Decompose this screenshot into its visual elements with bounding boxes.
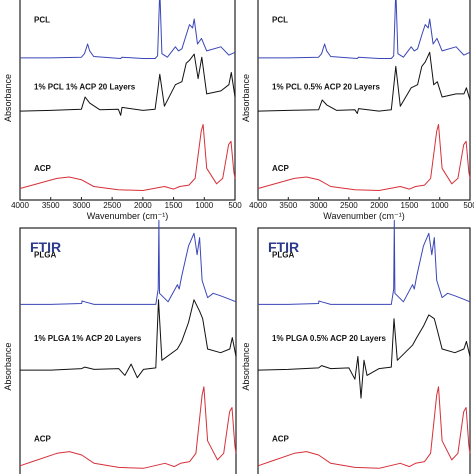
spectrum-line-1 — [258, 0, 471, 59]
series-label: PCL — [272, 15, 288, 24]
spectrum-line-3 — [19, 386, 237, 469]
series-label: ACP — [34, 435, 52, 444]
x-tick-label: 3500 — [279, 201, 297, 210]
spectrum-line-3 — [257, 386, 471, 469]
panel-title: FTIR — [30, 239, 61, 255]
y-axis-label: Absorbance — [241, 343, 251, 391]
x-tick-label: 2500 — [340, 201, 358, 210]
series-label: 1% PLGA 1% ACP 20 Layers — [34, 334, 142, 343]
x-tick-label: 3000 — [73, 201, 91, 210]
series-label: 1% PLGA 0.5% ACP 20 Layers — [272, 334, 387, 343]
spectrum-line-3 — [257, 124, 471, 191]
x-tick-label: 1500 — [401, 201, 419, 210]
x-axis-label: Wavenumber (cm⁻¹) — [323, 211, 404, 221]
y-axis-label: Absorbance — [241, 74, 251, 122]
ftir-panel-3: PLGA 1% PLGA 1% ACP 20 Layers ACP FTIR Absor… — [3, 219, 237, 474]
spectrum-line-2 — [20, 299, 237, 379]
plot-frame — [19, 227, 237, 474]
x-tick-label: 3500 — [42, 201, 60, 210]
y-axis-label: Absorbance — [3, 74, 13, 122]
plot-frame — [257, 227, 471, 474]
panel-title: FTIR — [268, 239, 299, 255]
y-axis-label: Absorbance — [3, 343, 13, 391]
series-label: PLGA — [272, 251, 294, 260]
plot-frame — [257, 0, 471, 201]
spectrum-line-3 — [19, 124, 236, 191]
series-label: 1% PCL 1% ACP 20 Layers — [34, 83, 136, 92]
plot-frame — [19, 0, 236, 201]
x-axis-label: Wavenumber (cm⁻¹) — [87, 211, 168, 221]
x-tick-label: 2500 — [103, 201, 121, 210]
spectrum-line-1 — [258, 219, 471, 305]
x-tick-label: 4000 — [11, 201, 29, 210]
spectrum-line-1 — [20, 219, 237, 305]
x-tick-label: 1500 — [165, 201, 183, 210]
ftir-panel-1: PCL 1% PCL 1% ACP 20 Layers ACP Absorbance 4… — [3, 0, 242, 221]
series-label: PLGA — [34, 251, 56, 260]
ftir-panel-4: PLGA 1% PLGA 0.5% ACP 20 Layers ACP FTIR Abs… — [241, 219, 471, 474]
spectrum-line-2 — [257, 51, 471, 114]
series-label: ACP — [272, 164, 290, 173]
spectrum-line-2 — [19, 53, 236, 116]
x-tick-label: 500 — [228, 201, 242, 210]
series-label: PCL — [34, 15, 50, 24]
spectrum-line-2 — [257, 314, 471, 399]
series-label: ACP — [34, 164, 52, 173]
x-tick-label: 500 — [463, 201, 474, 210]
x-tick-label: 2000 — [134, 201, 152, 210]
x-tick-label: 1000 — [431, 201, 449, 210]
x-tick-label: 1000 — [195, 201, 213, 210]
spectrum-line-1 — [20, 0, 236, 59]
series-label: 1% PCL 0.5% ACP 20 Layers — [272, 83, 380, 92]
x-tick-label: 2000 — [370, 201, 388, 210]
x-tick-label: 4000 — [249, 201, 267, 210]
x-tick-label: 3000 — [310, 201, 328, 210]
ftir-panel-2: PCL 1% PCL 0.5% ACP 20 Layers ACP Absorbanc… — [241, 0, 474, 221]
series-label: ACP — [272, 435, 290, 444]
